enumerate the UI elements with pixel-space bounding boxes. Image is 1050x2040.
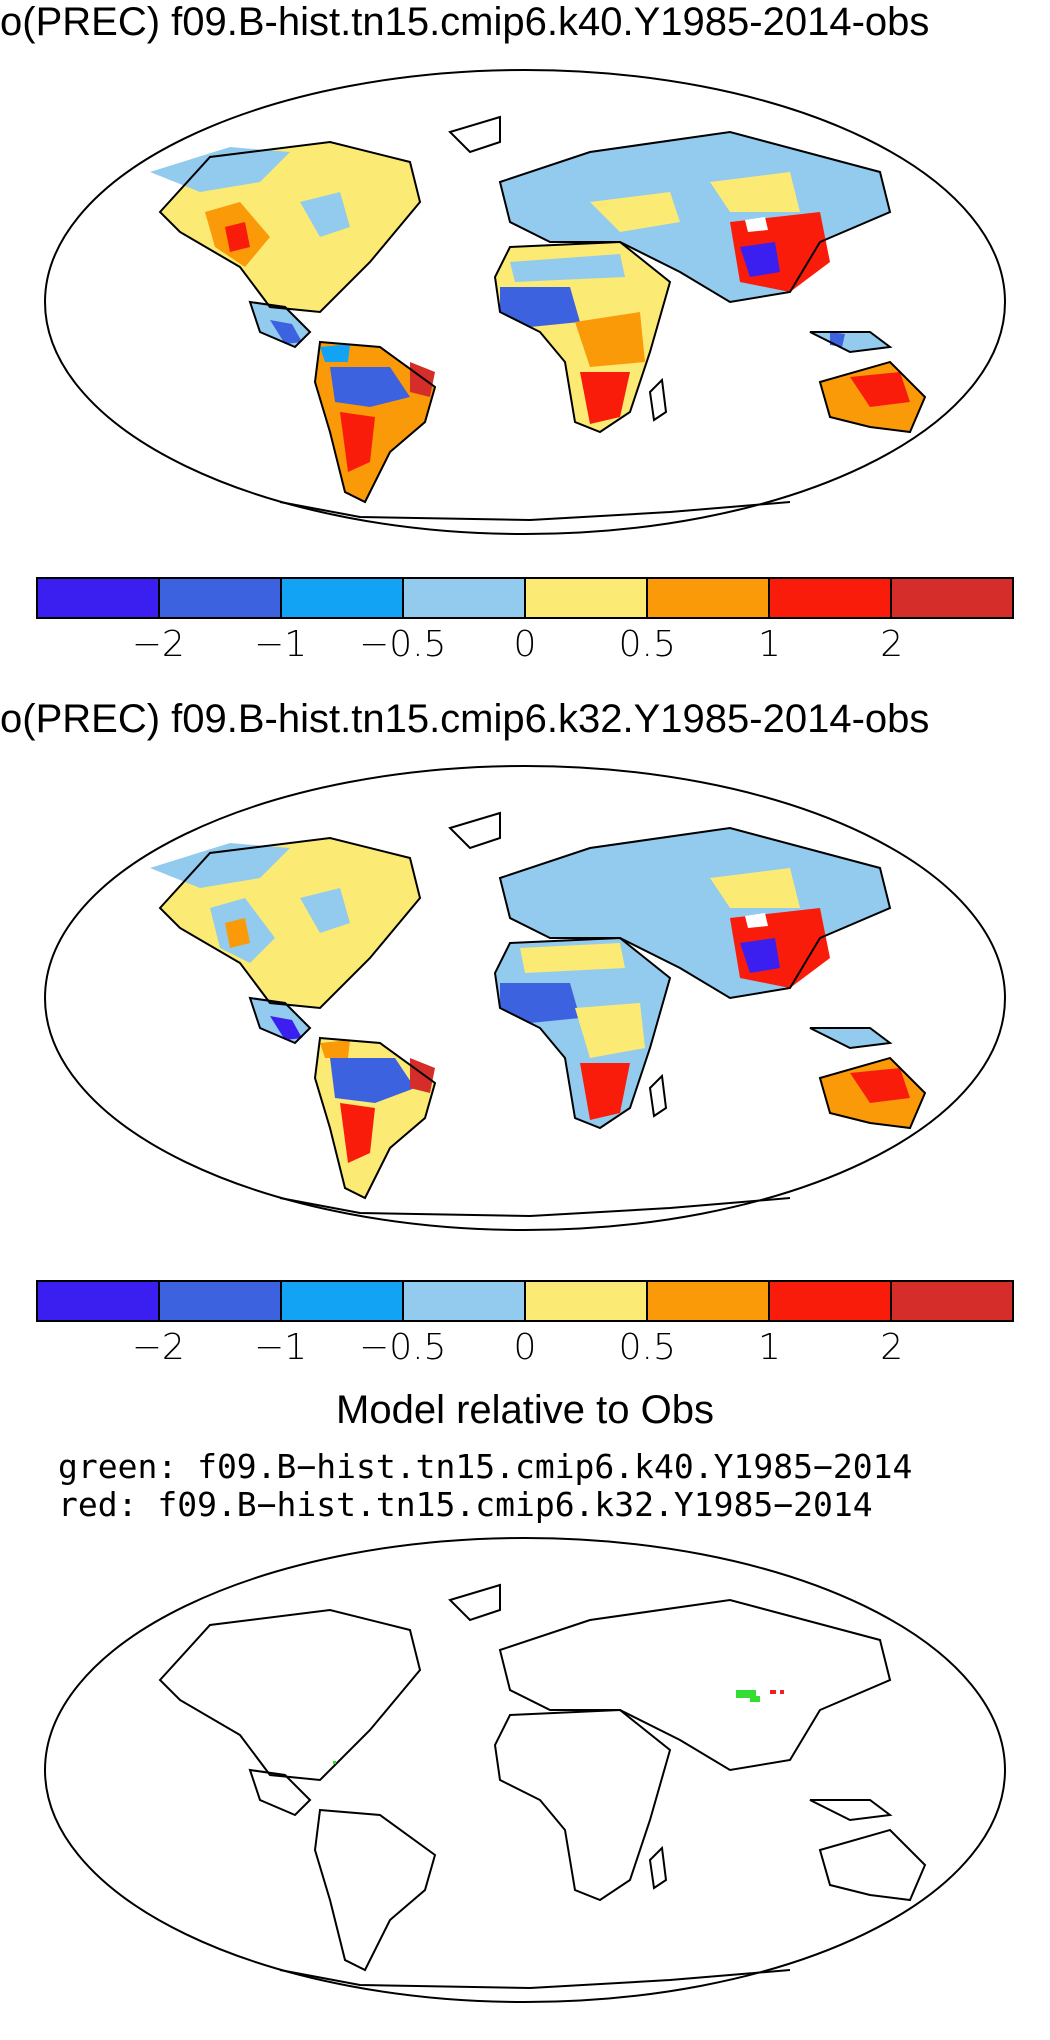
colorbar-1-tick: −0.5 <box>359 624 447 665</box>
red-marker <box>770 1690 776 1694</box>
colorbar-1-ticks: −2 −1 −0.5 0 0.5 1 2 <box>36 624 1014 668</box>
colorbar-2-tick: −2 <box>131 1327 185 1368</box>
colorbar-2-tick: −0.5 <box>359 1327 447 1368</box>
green-marker <box>750 1696 760 1702</box>
significance-markers <box>333 1690 784 1764</box>
colorbar-2-segment-4 <box>526 1282 648 1320</box>
map-panel-1 <box>30 62 1020 542</box>
green-legend-line: green: f09.B−hist.tn15.cmip6.k40.Y1985−2… <box>58 1447 913 1486</box>
colorbar-1-tick: 1 <box>758 624 781 665</box>
colorbar-1-tick: 0.5 <box>618 624 676 665</box>
colorbar-1-segment-5 <box>648 579 770 617</box>
green-marker <box>333 1761 336 1764</box>
panel-1-title: o(PREC) f09.B-hist.tn15.cmip6.k40.Y1985-… <box>0 0 930 44</box>
colorbar-2-segment-7 <box>892 1282 1012 1320</box>
world-map-2 <box>44 765 1006 1231</box>
colorbar-2-ticks: −2 −1 −0.5 0 0.5 1 2 <box>36 1327 1014 1371</box>
green-marker <box>736 1690 756 1698</box>
red-legend-line: red: f09.B−hist.tn15.cmip6.k32.Y1985−201… <box>58 1485 873 1524</box>
colorbar-2-tick: 1 <box>758 1327 781 1368</box>
colorbar-2-segment-0 <box>38 1282 160 1320</box>
colorbar-2-tick: 0.5 <box>618 1327 676 1368</box>
colorbar-1-segment-1 <box>160 579 282 617</box>
coastline-layer-2 <box>44 765 1006 1231</box>
colorbar-1-tick: −1 <box>253 624 308 665</box>
red-marker <box>780 1690 784 1694</box>
panel-2-title: o(PREC) f09.B-hist.tn15.cmip6.k32.Y1985-… <box>0 697 930 741</box>
coastline-layer-3 <box>44 1537 1006 2003</box>
colorbar-1-segment-6 <box>770 579 892 617</box>
colorbar-2-tick: −1 <box>253 1327 308 1368</box>
colorbar-1-tick: −2 <box>131 624 185 665</box>
world-map-1 <box>44 69 1006 535</box>
map-panel-2 <box>30 758 1020 1238</box>
comparison-title: Model relative to Obs <box>336 1388 714 1432</box>
colorbar-2-segment-6 <box>770 1282 892 1320</box>
coastline-layer-1 <box>44 69 1006 535</box>
map-panel-3 <box>30 1530 1020 2010</box>
colorbar-1-segment-4 <box>526 579 648 617</box>
colorbar-1-segment-7 <box>892 579 1012 617</box>
colorbar-2-tick: 0 <box>513 1327 537 1368</box>
colorbar-2-segment-2 <box>282 1282 404 1320</box>
colorbar-1-segment-2 <box>282 579 404 617</box>
colorbar-1-segment-0 <box>38 579 160 617</box>
colorbar-2-tick: 2 <box>880 1327 904 1368</box>
colorbar-1 <box>36 577 1014 619</box>
colorbar-1-tick: 0 <box>513 624 537 665</box>
world-map-3 <box>44 1537 1006 2003</box>
precip-bias-field-1 <box>150 132 925 502</box>
colorbar-2-segment-5 <box>648 1282 770 1320</box>
colorbar-2-segment-3 <box>404 1282 526 1320</box>
colorbar-1-tick: 2 <box>880 624 904 665</box>
colorbar-1-segment-3 <box>404 579 526 617</box>
precip-bias-field-2 <box>150 828 925 1198</box>
colorbar-2 <box>36 1280 1014 1322</box>
colorbar-2-segment-1 <box>160 1282 282 1320</box>
